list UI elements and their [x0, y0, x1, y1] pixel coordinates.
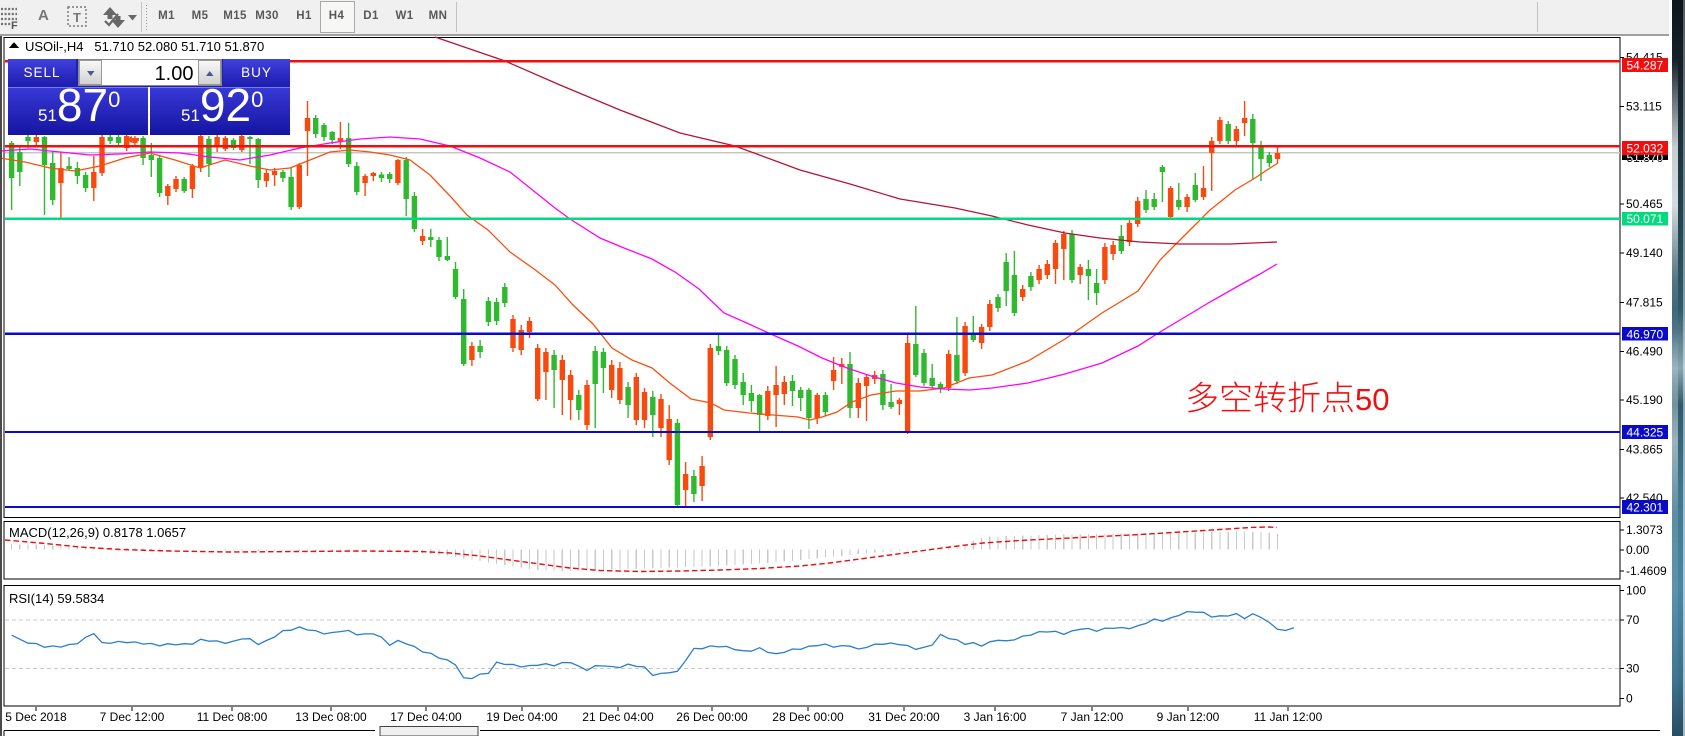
svg-text:44.325: 44.325 [1627, 426, 1664, 440]
svg-text:53.115: 53.115 [1626, 100, 1662, 114]
svg-text:19 Dec 04:00: 19 Dec 04:00 [486, 710, 558, 724]
svg-text:46.970: 46.970 [1627, 327, 1664, 341]
svg-text:F: F [11, 20, 18, 32]
svg-text:28 Dec 00:00: 28 Dec 00:00 [772, 710, 844, 724]
svg-text:13 Dec 08:00: 13 Dec 08:00 [295, 710, 367, 724]
svg-text:-1.4609: -1.4609 [1626, 564, 1667, 578]
svg-text:70: 70 [1626, 613, 1640, 627]
svg-text:43.865: 43.865 [1626, 443, 1663, 457]
svg-text:USOil-,H4 51.710 52.080 51.7: USOil-,H4 51.710 52.080 51.710 51.870 [25, 39, 264, 54]
svg-text:46.490: 46.490 [1626, 345, 1663, 359]
svg-text:42.301: 42.301 [1627, 501, 1664, 515]
svg-text:17 Dec 04:00: 17 Dec 04:00 [390, 710, 462, 724]
svg-text:1.3073: 1.3073 [1626, 523, 1663, 537]
svg-text:51.870: 51.870 [1627, 151, 1664, 165]
svg-text:26 Dec 00:00: 26 Dec 00:00 [676, 710, 748, 724]
svg-text:5 Dec 2018: 5 Dec 2018 [5, 710, 67, 724]
svg-text:21 Dec 04:00: 21 Dec 04:00 [582, 710, 654, 724]
svg-text:54.287: 54.287 [1627, 59, 1664, 73]
svg-text:7 Jan 12:00: 7 Jan 12:00 [1061, 710, 1124, 724]
svg-text:9 Jan 12:00: 9 Jan 12:00 [1157, 710, 1220, 724]
svg-text:45.190: 45.190 [1626, 393, 1663, 407]
svg-text:7 Dec 12:00: 7 Dec 12:00 [100, 710, 165, 724]
svg-text:50: 50 [1355, 382, 1389, 417]
svg-text:11 Dec 08:00: 11 Dec 08:00 [197, 710, 268, 724]
svg-text:30: 30 [1626, 662, 1640, 676]
svg-text:31 Dec 20:00: 31 Dec 20:00 [868, 710, 940, 724]
svg-text:51.870: 51.870 [1627, 151, 1664, 165]
svg-text:49.140: 49.140 [1626, 246, 1663, 260]
svg-text:0.00: 0.00 [1626, 543, 1650, 557]
svg-text:MACD(12,26,9) 0.8178 1.0657: MACD(12,26,9) 0.8178 1.0657 [9, 525, 186, 540]
svg-text:3 Jan 16:00: 3 Jan 16:00 [964, 710, 1027, 724]
svg-text:100: 100 [1626, 584, 1646, 598]
svg-text:50.071: 50.071 [1627, 212, 1664, 226]
svg-text:T: T [73, 10, 81, 25]
svg-text:0: 0 [1626, 692, 1633, 706]
svg-text:50.465: 50.465 [1626, 197, 1663, 211]
svg-text:52.032: 52.032 [1627, 141, 1664, 155]
svg-text:RSI(14) 59.5834: RSI(14) 59.5834 [9, 591, 104, 606]
svg-text:11 Jan 12:00: 11 Jan 12:00 [1254, 710, 1323, 724]
svg-text:47.815: 47.815 [1626, 296, 1663, 310]
